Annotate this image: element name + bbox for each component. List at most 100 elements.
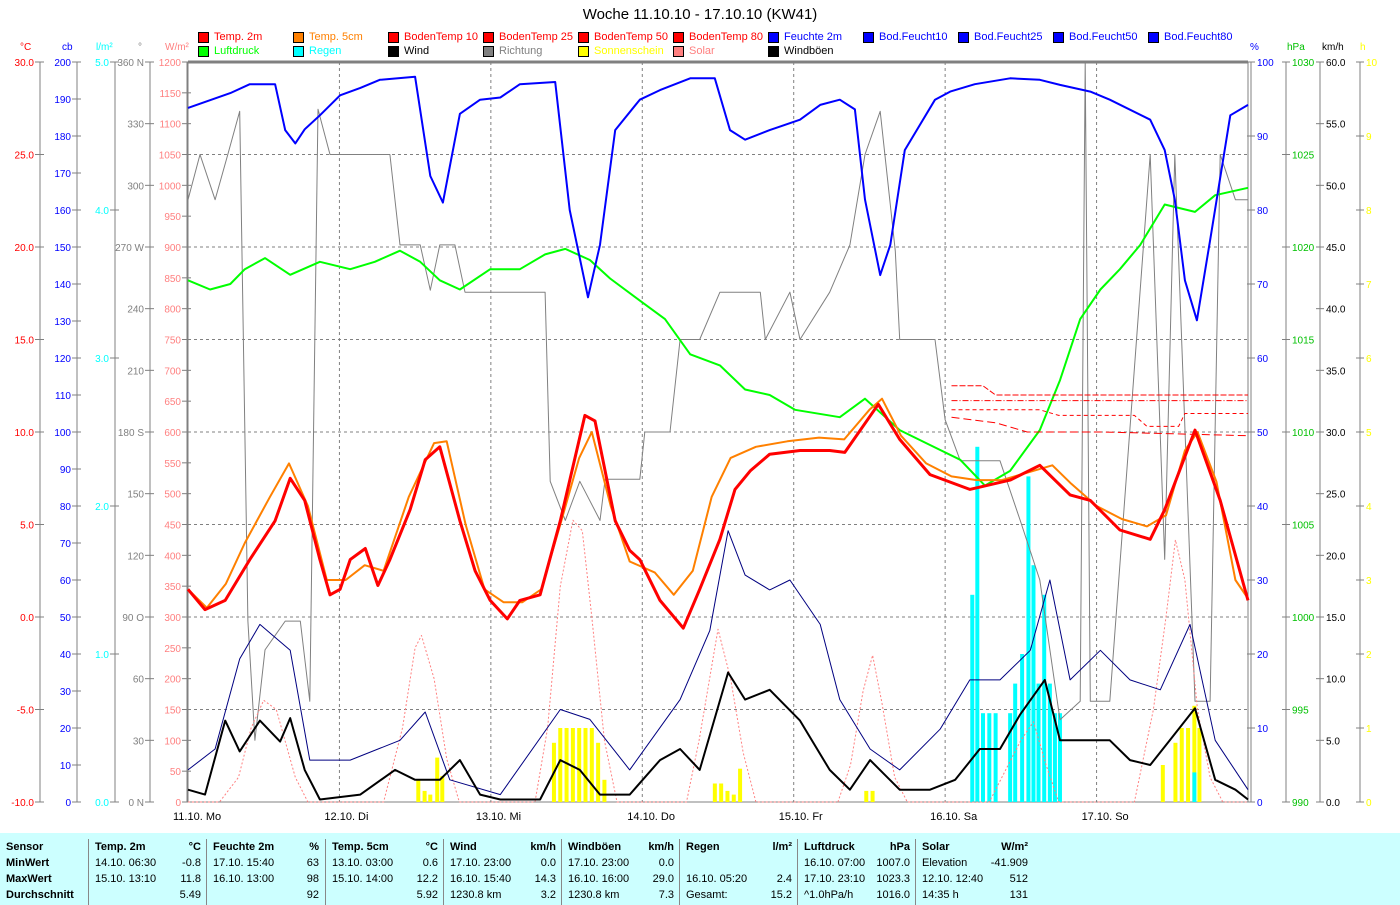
series-bodentemp-10 (951, 385, 1248, 396)
bar-regen (1052, 713, 1057, 802)
stats-value: 0.0 (658, 857, 674, 869)
axis-tick-label-cb: 80 (60, 502, 72, 513)
bar-sonnenschein (738, 768, 743, 802)
stats-value: 512 (1009, 873, 1028, 885)
stats-value: 1007.0 (876, 857, 910, 869)
stats-row: 17.10. 23:10 1023.3 (798, 871, 916, 887)
chart-canvas: 11.10. Mo 12.10. Di 13.10. Mi 14.10. Do 15.1… (11, 42, 1377, 823)
legend-item: Windböen (768, 45, 834, 57)
axis-tick-label-press: 1010 (1292, 428, 1315, 439)
legend-swatch (578, 45, 589, 57)
bar-sonnenschein (864, 790, 869, 802)
legend-item: Bod.Feucht10 (863, 31, 948, 43)
axis-tick-label-solar: 250 (164, 644, 181, 655)
stats-value: °C (425, 841, 438, 853)
stats-label: Feuchte 2m (213, 841, 275, 853)
axis-tick-label-sun: 0 (1366, 798, 1372, 809)
stats-row: 16.10. 13:00 98 (207, 871, 325, 887)
bar-sonnenschein (596, 742, 601, 802)
axis-tick-label-press: 1005 (1292, 521, 1315, 532)
x-tick-label: 12.10. Di (324, 811, 368, 823)
stats-column: Windböen km/h 17.10. 23:00 0.0 16.10. 16:00 2… (561, 839, 680, 905)
stats-header: Luftdruck hPa (798, 839, 916, 855)
stats-row: 1230.8 km 7.3 (562, 887, 680, 903)
axis-tick-label-cb: 120 (54, 354, 71, 365)
axis-tick-label-temp: 5.0 (20, 521, 34, 532)
bar-sonnenschein (440, 776, 445, 802)
legend-swatch (673, 45, 684, 57)
axis-tick-label-sun: 7 (1366, 280, 1372, 291)
series-richtung (187, 61, 1248, 741)
stats-row: 17.10. 23:00 0.0 (562, 855, 680, 871)
bar-sonnenschein (558, 728, 563, 802)
axis-tick-label-hum: 80 (1257, 206, 1269, 217)
axis-tick-label-press: 990 (1292, 798, 1309, 809)
stats-row: 16.10. 15:40 14.3 (444, 871, 562, 887)
axis-tick-label-solar: 800 (164, 305, 181, 316)
legend-label: Sonnenschein (594, 45, 664, 57)
bar-sonnenschein (570, 728, 575, 802)
stats-value: hPa (889, 841, 910, 853)
stats-column: Regen l/m² 16.10. 05:20 2.4 Gesamt: 15.2 (679, 839, 798, 905)
stats-row: 17.10. 15:40 63 (207, 855, 325, 871)
stats-label: 15.10. 14:00 (332, 873, 394, 885)
axis-tick-label-dir: 180 S (118, 428, 144, 439)
stats-value: 131 (1009, 889, 1028, 901)
legend-swatch (198, 31, 209, 43)
axis-tick-label-solar: 400 (164, 551, 181, 562)
stats-value: l/m² (772, 841, 792, 853)
stats-header: Wind km/h (444, 839, 562, 855)
axis-tick-label-solar: 500 (164, 490, 181, 501)
axis-tick-label-press: 1025 (1292, 151, 1315, 162)
series-windb-en (187, 530, 1249, 796)
stats-label: Regen (686, 841, 720, 853)
axis-tick-label-dir: 120 (127, 551, 144, 562)
axis-tick-label-solar: 750 (164, 336, 181, 347)
bar-sonnenschein (1192, 705, 1197, 802)
stats-label: 17.10. 23:00 (450, 857, 512, 869)
stats-column: Feuchte 2m% 17.10. 15:40 63 16.10. 13:00 98 9… (206, 839, 325, 905)
bar-sonnenschein (583, 728, 588, 802)
x-tick-label: 13.10. Mi (476, 811, 521, 823)
stats-label: 17.10. 23:10 (804, 873, 866, 885)
axis-tick-label-solar: 1200 (159, 58, 182, 69)
bar-regen (1057, 713, 1062, 802)
axis-tick-label-solar: 0 (175, 798, 181, 809)
stats-row: 17.10. 23:00 0.0 (444, 855, 562, 871)
legend-swatch (483, 45, 494, 57)
bar-regen (981, 713, 985, 802)
legend-item: Wind (388, 45, 429, 57)
stats-label: Wind (450, 841, 477, 853)
legend-swatch (768, 45, 779, 57)
bar-sonnenschein (731, 794, 736, 802)
x-tick-label: 15.10. Fr (779, 811, 823, 823)
x-tick-label: 14.10. Do (627, 811, 675, 823)
bar-regen (970, 594, 975, 802)
axis-tick-label-wind: 35.0 (1326, 366, 1346, 377)
axis-unit-press: hPa (1287, 42, 1305, 53)
stats-row: Gesamt: 15.2 (680, 887, 798, 903)
bar-regen (1042, 594, 1047, 802)
axis-tick-label-cb: 110 (55, 391, 71, 402)
axis-tick-label-dir: 300 (127, 181, 144, 192)
axis-tick-label-wind: 30.0 (1326, 428, 1346, 439)
legend-label: Solar (689, 45, 715, 57)
axis-tick-label-hum: 50 (1257, 428, 1269, 439)
row-label: MaxWert (6, 873, 52, 885)
stats-row: 5.49 (89, 887, 207, 903)
bar-regen (1013, 683, 1018, 802)
legend-label: Wind (404, 45, 430, 57)
stats-label: 14:35 h (922, 889, 959, 901)
stats-value: 92 (306, 889, 319, 901)
axis-unit-rain: l/m² (96, 42, 113, 53)
bar-sonnenschein (602, 779, 607, 802)
axis-tick-label-temp: 30.0 (15, 58, 35, 69)
stats-value: 1016.0 (876, 889, 910, 901)
axis-tick-label-wind: 25.0 (1326, 490, 1346, 501)
legend-label: Windböen (784, 45, 834, 57)
legend-item: Bod.Feucht80 (1148, 31, 1233, 43)
axis-tick-label-cb: 50 (60, 613, 72, 624)
axis-tick-label-rain: 4.0 (95, 206, 109, 217)
stats-value: -0.8 (182, 857, 201, 869)
bar-sonnenschein (428, 794, 433, 802)
